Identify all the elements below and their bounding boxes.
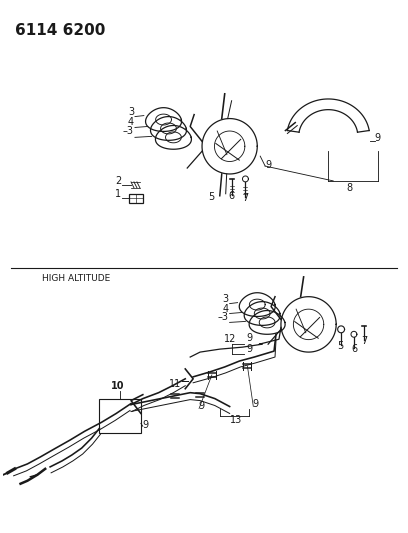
Text: 13: 13 bbox=[230, 415, 242, 425]
Text: 7: 7 bbox=[242, 193, 249, 203]
Text: 8: 8 bbox=[346, 183, 352, 193]
Text: 6114 6200: 6114 6200 bbox=[15, 22, 105, 37]
Text: 5: 5 bbox=[337, 341, 344, 351]
Text: 2: 2 bbox=[115, 176, 121, 186]
Text: 9: 9 bbox=[246, 344, 253, 354]
Text: 6: 6 bbox=[351, 344, 357, 354]
Text: 4: 4 bbox=[128, 117, 134, 127]
Text: 9: 9 bbox=[375, 133, 381, 143]
Bar bbox=[100, 399, 141, 433]
Bar bbox=[129, 194, 143, 203]
Text: 10: 10 bbox=[111, 381, 125, 391]
Text: –3: –3 bbox=[123, 126, 134, 136]
Text: 5: 5 bbox=[208, 192, 214, 201]
Text: 9: 9 bbox=[265, 160, 271, 170]
Text: 9: 9 bbox=[252, 399, 258, 408]
Text: 7: 7 bbox=[361, 336, 367, 346]
Text: 9: 9 bbox=[198, 400, 204, 410]
Text: 3: 3 bbox=[222, 294, 228, 304]
Text: 11: 11 bbox=[169, 379, 181, 389]
Text: 6: 6 bbox=[228, 191, 235, 201]
Text: 9: 9 bbox=[246, 333, 253, 343]
Text: 12: 12 bbox=[224, 334, 236, 344]
Text: 3: 3 bbox=[128, 107, 134, 117]
Text: 4: 4 bbox=[222, 303, 228, 313]
Text: 9: 9 bbox=[143, 421, 149, 430]
Text: 1: 1 bbox=[115, 189, 121, 199]
Text: –3: –3 bbox=[217, 312, 228, 322]
Text: HIGH ALTITUDE: HIGH ALTITUDE bbox=[42, 274, 111, 283]
